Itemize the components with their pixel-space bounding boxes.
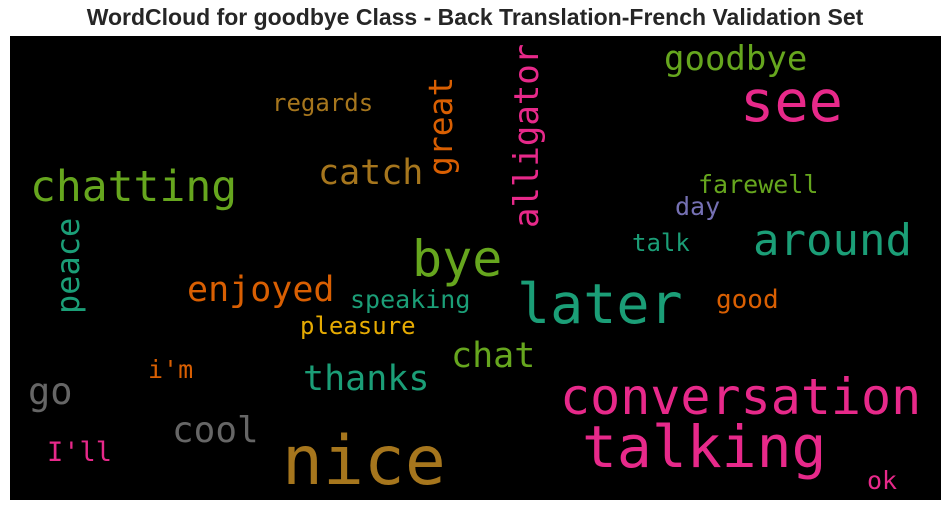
word-ill: I'll <box>47 437 113 468</box>
word-im: i'm <box>148 355 194 384</box>
word-go: go <box>28 370 73 413</box>
word-farewell: farewell <box>698 170 819 199</box>
word-alligator: alligator <box>507 43 547 228</box>
word-chat: chat <box>451 336 536 376</box>
word-day: day <box>675 192 721 221</box>
word-speaking: speaking <box>350 285 471 314</box>
chart-title: WordCloud for goodbye Class - Back Trans… <box>86 4 864 30</box>
word-bye: bye <box>412 230 503 288</box>
word-regards: regards <box>272 89 374 117</box>
word-chatting: chatting <box>30 162 238 212</box>
word-nice: nice <box>282 422 446 500</box>
wordcloud-canvas: see goodbye regards alligator great catc… <box>10 36 941 500</box>
word-talking: talking <box>582 413 827 481</box>
word-conversation: conversation <box>560 368 922 426</box>
word-thanks: thanks <box>303 359 430 399</box>
word-cool: cool <box>172 410 259 451</box>
word-around: around <box>753 215 912 266</box>
word-pleasure: pleasure <box>300 312 416 340</box>
word-great: great <box>421 76 460 176</box>
word-talk: talk <box>632 229 690 257</box>
word-peace: peace <box>49 217 87 314</box>
word-good: good <box>716 285 779 315</box>
word-goodbye: goodbye <box>664 39 808 79</box>
word-enjoyed: enjoyed <box>187 270 335 310</box>
word-ok: ok <box>867 466 898 495</box>
word-see: see <box>740 69 843 135</box>
word-catch: catch <box>318 153 424 193</box>
word-later: later <box>517 272 683 336</box>
